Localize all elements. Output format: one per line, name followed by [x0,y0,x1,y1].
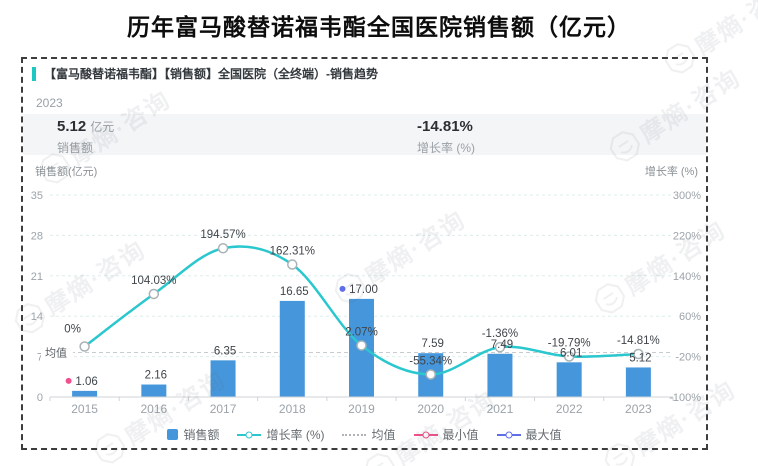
svg-text:-100%: -100% [669,392,701,404]
stat-sales-label: 销售额 [57,141,94,155]
svg-text:7: 7 [37,352,43,364]
svg-text:-55.34%: -55.34% [409,355,452,367]
svg-text:300%: 300% [673,190,701,202]
card-header: 【富马酸替诺福韦酯】【销售额】全国医院（全终端）-销售趋势 [32,65,378,82]
svg-text:-20%: -20% [675,352,701,364]
legend-dotted-line-icon [342,433,367,436]
svg-text:均值: 均值 [45,347,67,360]
stat-sales-value: 5.12 [57,118,87,135]
legend-item-4[interactable]: 最大值 [496,426,562,443]
svg-text:2020: 2020 [417,402,444,416]
legend-line-marker-icon [496,431,521,438]
svg-text:-14.81%: -14.81% [617,335,660,347]
legend-label: 最小值 [442,428,479,442]
svg-text:6.35: 6.35 [214,345,236,357]
svg-text:2022: 2022 [556,402,583,416]
svg-text:17.00: 17.00 [349,284,378,296]
legend-label: 最大值 [525,428,562,442]
svg-text:2021: 2021 [487,402,514,416]
stat-sales-line: 5.12 亿元 [57,118,114,136]
svg-text:140%: 140% [673,271,701,283]
page-title: 历年富马酸替诺福韦酯全国医院销售额（亿元） [127,15,631,40]
legend-item-3[interactable]: 最小值 [413,426,479,443]
legend-item-0[interactable]: 销售额 [167,426,219,443]
svg-text:2.16: 2.16 [145,370,167,382]
chart-card: 【富马酸替诺福韦酯】【销售额】全国医院（全终端）-销售趋势 2023 5.12 亿… [21,57,708,450]
legend-line-marker-icon [237,431,262,438]
chart-subtitle: 【富马酸替诺福韦酯】【销售额】全国医院（全终端）-销售趋势 [44,67,378,81]
legend-line-marker-icon [413,431,438,438]
stat-growth: -14.81% 增长率 (%) [417,118,475,156]
svg-text:28: 28 [31,230,43,242]
stat-growth-value: -14.81% [417,118,473,135]
svg-text:14: 14 [31,311,43,323]
svg-text:104.03%: 104.03% [131,275,176,287]
svg-text:2019: 2019 [348,402,375,416]
stat-growth-label: 增长率 (%) [417,141,475,155]
svg-text:2023: 2023 [625,402,652,416]
left-axis-title: 销售额(亿元) [35,166,98,178]
svg-text:194.57%: 194.57% [200,229,245,241]
svg-text:2017: 2017 [210,402,237,416]
svg-text:16.65: 16.65 [280,286,309,298]
legend-label: 销售额 [183,428,220,442]
svg-text:2018: 2018 [279,402,306,416]
stats-band: 5.12 亿元 销售额 -14.81% 增长率 (%) [23,114,706,155]
svg-text:2015: 2015 [71,402,98,416]
svg-text:1.06: 1.06 [75,376,97,388]
accent-bar-icon [32,66,36,81]
svg-text:0: 0 [37,392,43,404]
svg-text:162.31%: 162.31% [270,246,315,258]
svg-text:0%: 0% [64,324,81,336]
svg-text:60%: 60% [679,311,701,323]
svg-text:220%: 220% [673,230,701,242]
svg-text:7.49: 7.49 [491,339,513,351]
svg-text:6.01: 6.01 [560,347,582,359]
right-axis-title: 增长率 (%) [644,166,698,178]
svg-text:2.07%: 2.07% [345,326,378,338]
stat-sales-unit: 亿元 [90,120,115,134]
svg-text:35: 35 [31,190,43,202]
svg-text:5.12: 5.12 [629,352,651,364]
legend-bar-swatch-icon [167,429,179,440]
year-label: 2023 [36,96,63,110]
legend-item-1[interactable]: 增长率 (%) [237,426,324,443]
sales-growth-combo-chart[interactable]: 35 28 21 14 7 0 300% 220% 140% 60% -20% -100% 2015 20… [23,187,710,422]
stat-sales: 5.12 亿元 销售额 [57,118,114,156]
legend-item-2[interactable]: 均值 [342,426,396,443]
stat-growth-line: -14.81% [417,118,475,136]
svg-text:21: 21 [31,271,43,283]
svg-text:-1.36%: -1.36% [482,328,518,340]
svg-text:-19.79%: -19.79% [548,337,591,349]
legend-label: 增长率 (%) [266,428,325,442]
chart-legend: 销售额 增长率 (%) 均值 最小值 最大值 [23,426,706,443]
svg-text:2016: 2016 [140,402,167,416]
legend-label: 均值 [371,428,396,442]
svg-text:7.59: 7.59 [422,338,444,350]
